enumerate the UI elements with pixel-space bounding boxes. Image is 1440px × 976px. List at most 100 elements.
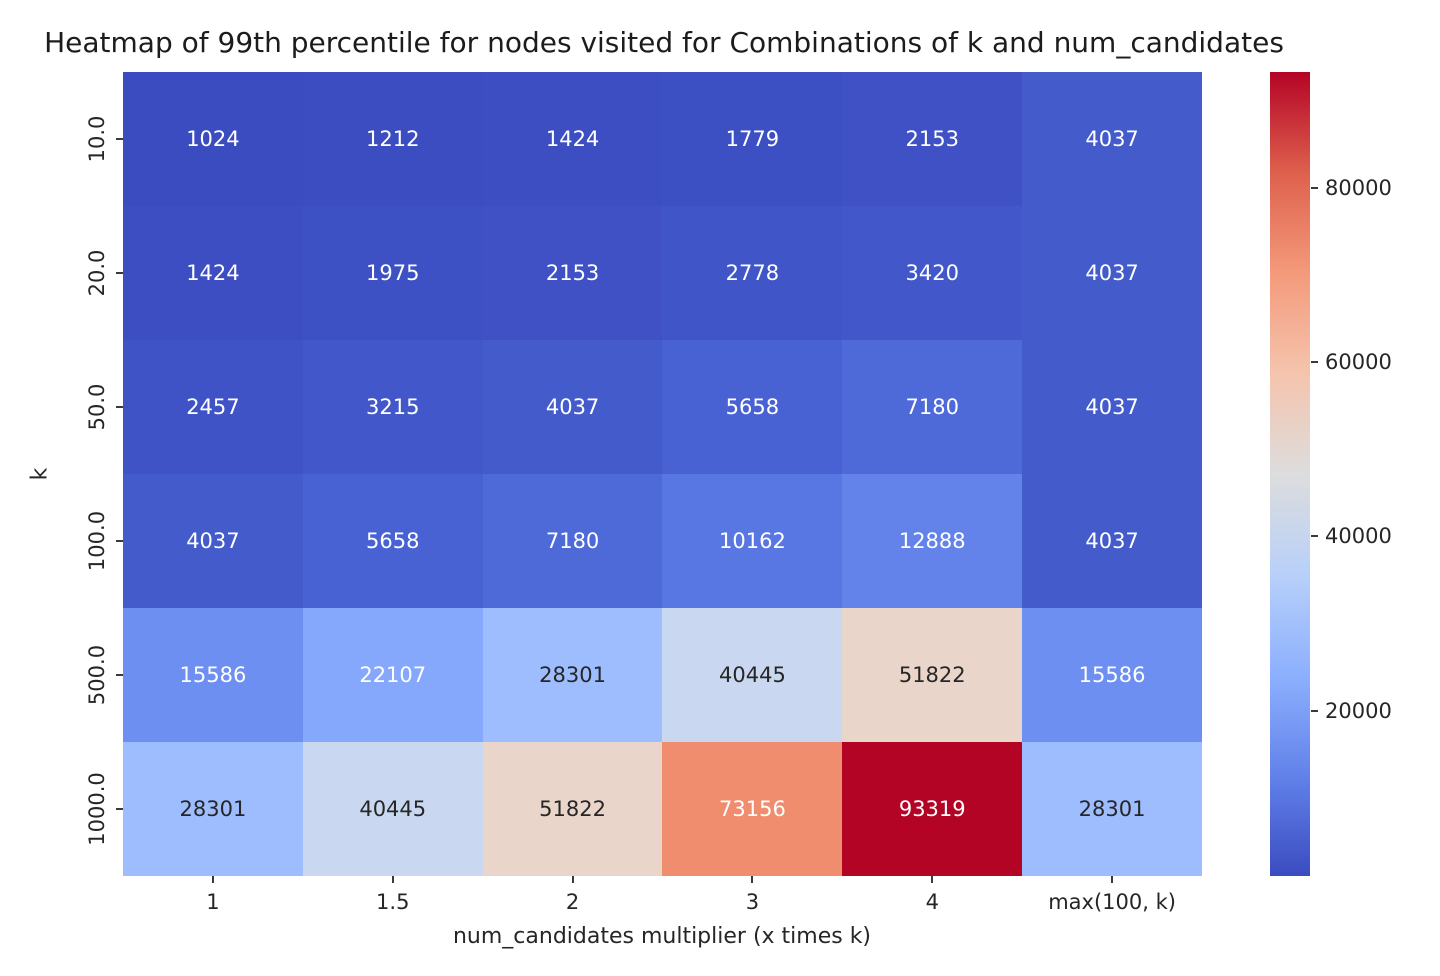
cell-value: 4037: [1085, 395, 1139, 419]
cell-value: 10162: [719, 529, 786, 553]
x-tick-mark: [571, 876, 574, 883]
y-axis-label: k: [27, 467, 53, 481]
heatmap-cell: 5658: [302, 474, 483, 608]
cell-value: 22107: [359, 663, 427, 687]
heatmap-cell: 2457: [123, 340, 303, 474]
x-tick-label: 1.5: [376, 890, 410, 914]
y-tick-mark: [116, 540, 123, 542]
cell-value: 12888: [898, 529, 966, 553]
heatmap-cell: 4037: [123, 474, 303, 608]
x-tick-mark: [931, 876, 934, 883]
heatmap-cell: 28301: [123, 742, 303, 876]
colorbar-tick-mark: [1311, 709, 1318, 712]
heatmap-cell: 1024: [123, 72, 303, 206]
heatmap-cell: 7180: [842, 340, 1023, 474]
cell-value: 28301: [539, 663, 606, 687]
y-tick-label: 10.0: [85, 115, 109, 163]
colorbar-tick-label: 20000: [1325, 698, 1392, 723]
x-tick-label: 3: [745, 890, 760, 914]
cell-value: 1424: [186, 261, 240, 285]
cell-value: 15586: [179, 663, 247, 687]
cell-value: 93319: [898, 797, 966, 821]
cell-value: 4037: [186, 529, 240, 553]
x-axis-label: num_candidates multiplier (x times k): [452, 924, 872, 949]
cell-value: 2153: [545, 261, 600, 285]
cell-value: 1424: [545, 127, 600, 151]
heatmap-cell: 4037: [1022, 340, 1202, 474]
y-tick-mark: [116, 808, 123, 810]
x-tick-label: 2: [565, 890, 580, 914]
heatmap-cell: 2778: [662, 206, 843, 340]
heatmap-cell: 3215: [302, 340, 483, 474]
y-tick-label: 500.0: [85, 644, 109, 706]
heatmap-cell: 15586: [1022, 608, 1202, 742]
heatmap-cell: 51822: [482, 742, 663, 876]
heatmap-cell: 40445: [302, 742, 483, 876]
heatmap-cell: 5658: [662, 340, 843, 474]
y-tick-label: 20.0: [85, 249, 109, 297]
cell-value: 7180: [905, 395, 959, 419]
heatmap-cell: 4037: [1022, 206, 1202, 340]
y-tick-mark: [116, 272, 123, 274]
colorbar-tick-mark: [1311, 535, 1318, 538]
x-tick-label: max(100, k): [1048, 890, 1176, 914]
y-tick-label: 50.0: [85, 383, 109, 431]
colorbar: [1270, 72, 1310, 876]
chart-title: Heatmap of 99th percentile for nodes vis…: [44, 26, 1284, 59]
cell-value: 7180: [545, 529, 600, 553]
cell-value: 15586: [1078, 663, 1146, 687]
heatmap-cell: 3420: [842, 206, 1023, 340]
x-tick-label: 1: [206, 890, 220, 914]
cell-value: 51822: [539, 797, 606, 821]
heatmap-cell: 28301: [482, 608, 663, 742]
heatmap-cell: 10162: [662, 474, 843, 608]
cell-value: 1779: [725, 127, 780, 151]
cell-value: 4037: [1085, 127, 1139, 151]
y-tick-label: 1000.0: [85, 772, 109, 846]
cell-value: 4037: [1085, 529, 1139, 553]
heatmap-cell: 22107: [302, 608, 483, 742]
heatmap-cell: 40445: [662, 608, 843, 742]
x-tick-mark: [1111, 876, 1114, 883]
heatmap-cell: 15586: [123, 608, 303, 742]
x-tick-mark: [211, 876, 214, 883]
cell-value: 5658: [725, 395, 780, 419]
cell-value: 28301: [179, 797, 247, 821]
heatmap-cell: 12888: [842, 474, 1023, 608]
cell-value: 1975: [366, 261, 420, 285]
colorbar-tick-label: 40000: [1325, 524, 1392, 549]
heatmap-cell: 73156: [662, 742, 843, 876]
x-tick-label: 4: [925, 890, 939, 914]
colorbar-tick-label: 80000: [1325, 176, 1392, 201]
heatmap-cell: 1424: [123, 206, 303, 340]
cell-value: 40445: [719, 663, 786, 687]
heatmap-cell: 4037: [1022, 72, 1202, 206]
heatmap-cell: 93319: [842, 742, 1023, 876]
cell-value: 1024: [186, 127, 240, 151]
cell-value: 1212: [366, 127, 420, 151]
x-tick-mark: [391, 876, 394, 883]
heatmap-cell: 1779: [662, 72, 843, 206]
cell-value: 4037: [1085, 261, 1139, 285]
cell-value: 3215: [366, 395, 420, 419]
cell-value: 3420: [905, 261, 959, 285]
cell-value: 51822: [898, 663, 966, 687]
colorbar-tick-mark: [1311, 361, 1318, 364]
heatmap-cell: 51822: [842, 608, 1023, 742]
heatmap-cell: 7180: [482, 474, 663, 608]
cell-value: 2778: [725, 261, 780, 285]
cell-value: 2153: [905, 127, 959, 151]
heatmap-cell: 1975: [302, 206, 483, 340]
heatmap-cell: 1424: [482, 72, 663, 206]
heatmap-cell: 2153: [842, 72, 1023, 206]
colorbar-tick-mark: [1311, 187, 1318, 190]
heatmap-cell: 28301: [1022, 742, 1202, 876]
cell-value: 5658: [366, 529, 420, 553]
heatmap-cell: 2153: [482, 206, 663, 340]
heatmap-cell: 1212: [302, 72, 483, 206]
x-tick-mark: [751, 876, 754, 883]
cell-value: 40445: [359, 797, 427, 821]
heatmap-cell: 4037: [1022, 474, 1202, 608]
heatmap-cell: 4037: [482, 340, 663, 474]
cell-value: 28301: [1078, 797, 1146, 821]
